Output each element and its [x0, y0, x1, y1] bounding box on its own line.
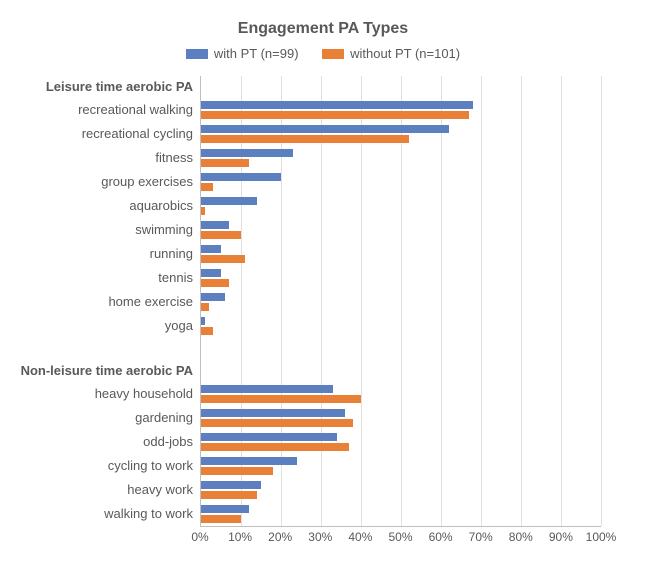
bar: [201, 293, 225, 301]
bar: [201, 515, 241, 523]
bar: [201, 183, 213, 191]
bar: [201, 101, 473, 109]
category-label: heavy work: [127, 478, 201, 502]
category-label: home exercise: [108, 290, 201, 314]
bar-row: yoga: [201, 314, 601, 338]
bar: [201, 279, 229, 287]
bar: [201, 505, 249, 513]
x-tick-label: 60%: [429, 530, 453, 544]
category-label: running: [150, 242, 201, 266]
x-tick-label: 50%: [388, 530, 412, 544]
x-tick-label: 100%: [586, 530, 617, 544]
bar-row: odd-jobs: [201, 430, 601, 454]
x-tick-label: 30%: [308, 530, 332, 544]
bar: [201, 231, 241, 239]
legend-item-without-pt: without PT (n=101): [322, 46, 460, 61]
bar: [201, 327, 213, 335]
x-tick-label: 70%: [469, 530, 493, 544]
x-tick-label: 20%: [268, 530, 292, 544]
category-label: gardening: [135, 406, 201, 430]
legend-swatch: [186, 49, 208, 59]
category-label: odd-jobs: [143, 430, 201, 454]
bar-row: recreational walking: [201, 98, 601, 122]
legend-label: without PT (n=101): [350, 46, 460, 61]
x-tick-label: 80%: [509, 530, 533, 544]
bar: [201, 433, 337, 441]
chart-title: Engagement PA Types: [20, 20, 626, 38]
plot-area: Leisure time aerobic PArecreational walk…: [200, 76, 601, 527]
bar: [201, 443, 349, 451]
legend-swatch: [322, 49, 344, 59]
category-label: fitness: [155, 146, 201, 170]
x-tick-label: 40%: [348, 530, 372, 544]
x-tick-label: 10%: [228, 530, 252, 544]
group-header: Non-leisure time aerobic PA: [201, 360, 601, 382]
bar: [201, 457, 297, 465]
legend-label: with PT (n=99): [214, 46, 299, 61]
bar: [201, 317, 205, 325]
bar: [201, 255, 245, 263]
bar-row: walking to work: [201, 502, 601, 526]
gridline: [601, 76, 602, 526]
legend-item-with-pt: with PT (n=99): [186, 46, 299, 61]
category-label: recreational cycling: [82, 122, 201, 146]
group-title: Non-leisure time aerobic PA: [21, 360, 201, 382]
category-label: aquarobics: [129, 194, 201, 218]
bar: [201, 269, 221, 277]
x-axis: 0%10%20%30%40%50%60%70%80%90%100%: [200, 527, 601, 547]
bar: [201, 159, 249, 167]
chart-area: Leisure time aerobic PArecreational walk…: [200, 76, 601, 547]
x-tick-label: 0%: [191, 530, 208, 544]
bar-row: running: [201, 242, 601, 266]
bar-row: group exercises: [201, 170, 601, 194]
bar: [201, 245, 221, 253]
bar-row: heavy household: [201, 382, 601, 406]
bar: [201, 409, 345, 417]
x-tick-label: 90%: [549, 530, 573, 544]
bar: [201, 111, 469, 119]
bar: [201, 395, 361, 403]
bar-row: heavy work: [201, 478, 601, 502]
bar: [201, 303, 209, 311]
category-label: cycling to work: [108, 454, 201, 478]
bar: [201, 135, 409, 143]
bar: [201, 385, 333, 393]
bar: [201, 197, 257, 205]
bar-row: home exercise: [201, 290, 601, 314]
legend: with PT (n=99) without PT (n=101): [20, 46, 626, 62]
bar: [201, 481, 261, 489]
bar-row: fitness: [201, 146, 601, 170]
bar-row: cycling to work: [201, 454, 601, 478]
bar-row: aquarobics: [201, 194, 601, 218]
bar: [201, 207, 205, 215]
group-header: Leisure time aerobic PA: [201, 76, 601, 98]
bar: [201, 125, 449, 133]
bar: [201, 491, 257, 499]
category-label: yoga: [165, 314, 201, 338]
category-label: recreational walking: [78, 98, 201, 122]
bar-row: swimming: [201, 218, 601, 242]
group-title: Leisure time aerobic PA: [46, 76, 201, 98]
bar: [201, 419, 353, 427]
bar: [201, 467, 273, 475]
category-label: swimming: [135, 218, 201, 242]
bar: [201, 221, 229, 229]
bar: [201, 149, 293, 157]
bar: [201, 173, 281, 181]
category-label: group exercises: [101, 170, 201, 194]
bar-row: recreational cycling: [201, 122, 601, 146]
category-label: heavy household: [95, 382, 201, 406]
bar-row: tennis: [201, 266, 601, 290]
bar-row: gardening: [201, 406, 601, 430]
category-label: tennis: [158, 266, 201, 290]
category-label: walking to work: [104, 502, 201, 526]
